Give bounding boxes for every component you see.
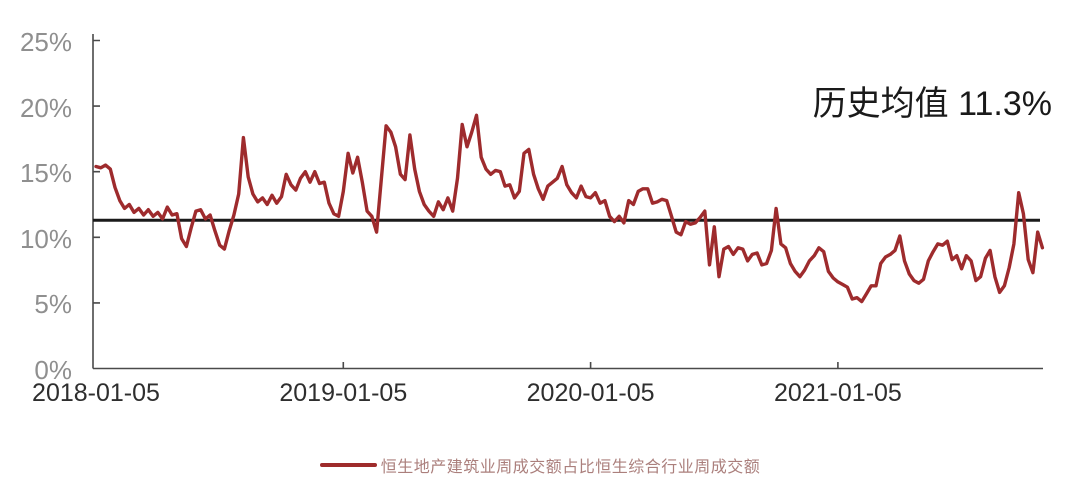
x-tick-label: 2018-01-05 — [32, 379, 160, 407]
y-tick-label: 20% — [19, 92, 72, 123]
legend-line-swatch — [319, 463, 377, 467]
y-tick-label: 15% — [19, 158, 72, 189]
y-tick-label: 5% — [34, 289, 72, 320]
x-tick-label: 2019-01-05 — [279, 379, 408, 407]
y-tick-label: 25% — [19, 27, 72, 57]
axes — [92, 34, 1043, 370]
legend: 恒生地产建筑业周成交额占比恒生综合行业周成交额 — [0, 453, 1080, 477]
y-tick-label: 10% — [19, 223, 72, 254]
series-line — [94, 113, 1045, 304]
x-tick-label: 2021-01-05 — [773, 379, 902, 407]
legend-label: 恒生地产建筑业周成交额占比恒生综合行业周成交额 — [380, 459, 761, 476]
y-tick-label: 0% — [34, 355, 72, 385]
mean-annotation: 历史均值 11.3% — [812, 85, 1052, 123]
x-tick-label: 2020-01-05 — [526, 379, 655, 407]
